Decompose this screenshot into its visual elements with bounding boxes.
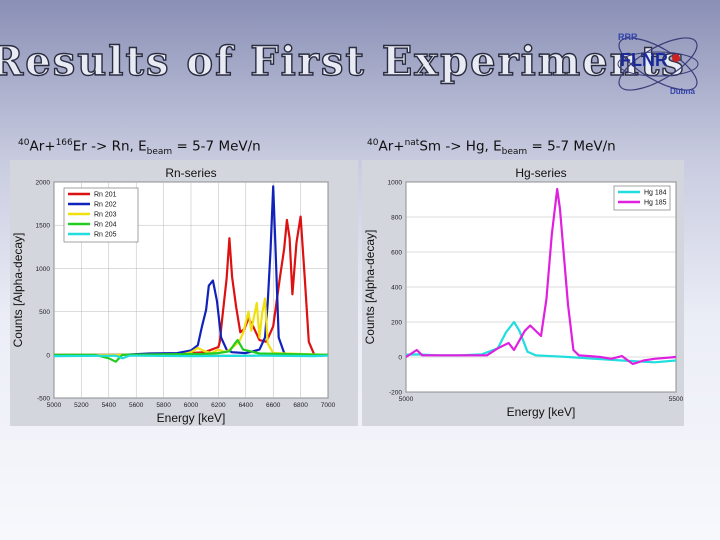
legend-label: Rn 202 [94, 202, 117, 209]
legend-label: Rn 205 [94, 232, 117, 239]
x-tick-label: 6800 [293, 402, 308, 409]
series-line-hg-185 [406, 187, 676, 366]
legend-label: Rn 204 [94, 222, 117, 229]
x-tick-label: 6200 [211, 402, 226, 409]
chart-title: Rn-series [165, 166, 216, 180]
logo-small-bottom: Dubna [670, 87, 695, 96]
flnr-logo: RRR FLNR Dubna [617, 32, 699, 96]
y-tick-label: -200 [389, 390, 402, 397]
subtitle-right: 40Ar+natSm -> Hg, Ebeam = 5-7 MeV/n [367, 138, 616, 158]
y-tick-label: 0 [398, 355, 402, 362]
x-tick-label: 6400 [239, 402, 254, 409]
series-line-rn-202 [54, 185, 328, 356]
logo-small-top: RRR [618, 32, 638, 42]
legend-label: Hg 185 [644, 200, 667, 207]
y-tick-label: 600 [391, 250, 402, 257]
hg-series-chart-panel: 5000 5500 -200 0 200 400 600 800 1000 Hg-series En… [362, 160, 684, 426]
hg-series-chart: 5000 5500 -200 0 200 400 600 800 1000 Hg-series En… [363, 166, 684, 419]
x-tick-label: 5500 [669, 396, 684, 403]
y-tick-label: 500 [39, 309, 50, 316]
x-tick-label: 6600 [266, 402, 281, 409]
y-tick-label: 800 [391, 215, 402, 222]
x-tick-label: 5800 [156, 402, 171, 409]
y-tick-label: 1000 [36, 266, 51, 273]
x-tick-label: 5600 [129, 402, 144, 409]
series-line-rn-205 [54, 354, 328, 360]
rn-series-chart-panel: 5000 5200 5400 5600 5800 6000 6200 6400 6600 6800… [10, 160, 358, 426]
y-tick-label: 200 [391, 320, 402, 327]
x-tick-label: 5000 [399, 396, 414, 403]
rn-series-chart: 5000 5200 5400 5600 5800 6000 6200 6400 6600 6800… [11, 166, 336, 425]
y-tick-label: 0 [46, 352, 50, 359]
y-axis-label: Counts [Alpha-decay] [11, 233, 25, 348]
subtitle-left: 40Ar+166Er -> Rn, Ebeam = 5-7 MeV/n [18, 138, 261, 158]
x-tick-label: 5200 [74, 402, 89, 409]
x-tick-label: 6000 [184, 402, 199, 409]
legend-label: Rn 203 [94, 212, 117, 219]
x-axis-label: Energy [keV] [157, 411, 226, 425]
legend-label: Rn 201 [94, 192, 117, 199]
y-tick-label: 2000 [36, 180, 51, 187]
y-tick-label: -500 [37, 396, 50, 403]
legend-box [613, 185, 671, 211]
chart-title: Hg-series [515, 166, 566, 180]
x-tick-label: 7000 [321, 402, 336, 409]
y-tick-label: 1000 [388, 180, 403, 187]
series-line-rn-203 [54, 297, 328, 356]
x-tick-label: 5400 [102, 402, 117, 409]
series-line-rn-204 [54, 339, 328, 363]
x-tick-label: 5000 [47, 402, 62, 409]
logo-text: FLNR [620, 50, 668, 70]
y-axis-label: Counts [Alpha-decay] [363, 230, 377, 345]
y-tick-label: 1500 [36, 223, 51, 230]
slide-title: Results of First Experiments [0, 37, 686, 85]
legend-label: Hg 184 [644, 190, 667, 197]
x-axis-label: Energy [keV] [507, 405, 576, 419]
y-tick-label: 400 [391, 285, 402, 292]
